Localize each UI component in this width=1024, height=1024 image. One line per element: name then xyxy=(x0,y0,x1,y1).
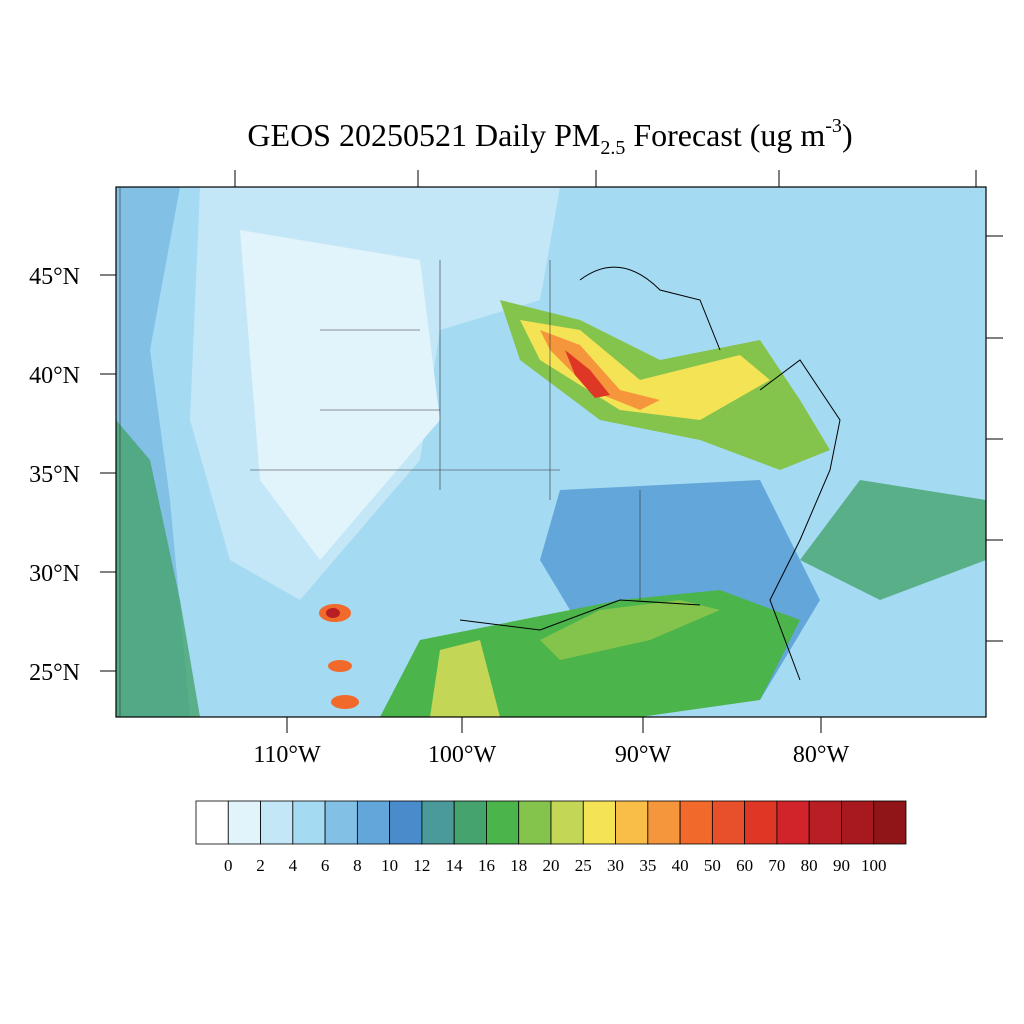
colorbar-box xyxy=(292,800,326,845)
lat-label: 30°N xyxy=(29,561,80,587)
title-sup: -3 xyxy=(825,115,842,137)
colorbar-box xyxy=(841,800,875,845)
colorbar-box xyxy=(647,800,681,845)
lat-label: 35°N xyxy=(29,462,80,488)
title-main: GEOS 20250521 Daily PM xyxy=(247,117,600,153)
colorbar-label: 70 xyxy=(768,856,785,875)
colorbar-box xyxy=(518,800,552,845)
colorbar-box xyxy=(808,800,842,845)
colorbar-label: 100 xyxy=(861,856,887,875)
colorbar-box xyxy=(711,800,746,845)
colorbar-label: 30 xyxy=(607,856,624,875)
lon-label: 110°W xyxy=(253,742,321,768)
title-end: ) xyxy=(842,117,853,153)
colorbar-label: 18 xyxy=(510,856,527,875)
colorbar-label: 80 xyxy=(801,856,818,875)
title-sub: 2.5 xyxy=(600,137,625,159)
lat-label: 25°N xyxy=(29,660,80,686)
colorbar-box xyxy=(260,800,294,845)
colorbar-label: 0 xyxy=(224,856,233,875)
title: GEOS 20250521 Daily PM2.5 Forecast (ug m… xyxy=(247,115,852,159)
colorbar-label: 20 xyxy=(543,856,560,875)
colorbar-box xyxy=(615,800,649,845)
colorbar-box xyxy=(582,800,616,845)
colorbar-box xyxy=(550,800,584,845)
lon-label: 100°W xyxy=(428,742,497,768)
colorbar-label: 50 xyxy=(704,856,721,875)
colorbar-label: 14 xyxy=(446,856,464,875)
colorbar-label: 2 xyxy=(256,856,265,875)
map xyxy=(116,187,986,717)
colorbar-label: 4 xyxy=(289,856,298,875)
map-frame xyxy=(115,186,987,718)
lat-label: 45°N xyxy=(29,264,80,290)
colorbar-box xyxy=(195,800,229,845)
colorbar-box xyxy=(227,800,261,845)
colorbar-label: 25 xyxy=(575,856,592,875)
colorbar-box xyxy=(356,800,391,845)
colorbar-label: 60 xyxy=(736,856,753,875)
colorbar-label: 16 xyxy=(478,856,495,875)
colorbar-box xyxy=(486,800,520,845)
colorbar-box xyxy=(453,800,487,845)
colorbar-box xyxy=(873,800,907,845)
colorbar-box xyxy=(679,800,713,845)
colorbar-label: 35 xyxy=(639,856,656,875)
colorbar-label: 12 xyxy=(413,856,430,875)
lon-label: 90°W xyxy=(615,742,672,768)
colorbar-label: 90 xyxy=(833,856,850,875)
colorbar-box xyxy=(389,800,423,845)
colorbar-label: 10 xyxy=(381,856,398,875)
lat-label: 40°N xyxy=(29,363,80,389)
colorbar-box xyxy=(324,800,358,845)
colorbar-box xyxy=(776,800,810,845)
colorbar-box xyxy=(744,800,778,845)
colorbar-label: 8 xyxy=(353,856,362,875)
colorbar-label: 40 xyxy=(672,856,689,875)
lon-label: 80°W xyxy=(793,742,850,768)
colorbar-box xyxy=(421,800,455,845)
colorbar-label: 6 xyxy=(321,856,330,875)
title-rest: Forecast (ug m xyxy=(625,117,825,153)
